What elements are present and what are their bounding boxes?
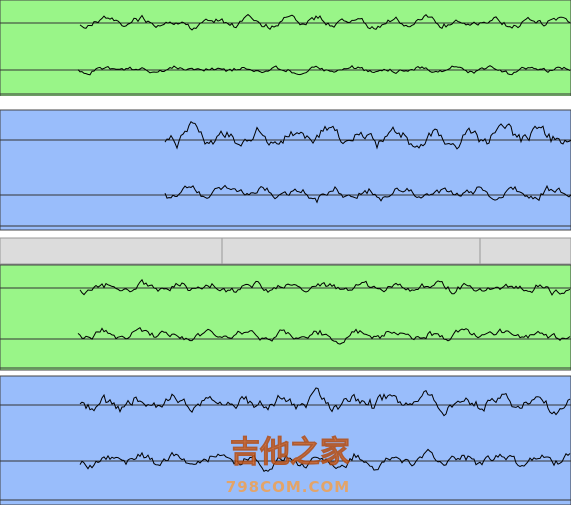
track-2[interactable] [0, 109, 571, 231]
timeline-bar[interactable] [0, 237, 571, 265]
watermark-subtitle: 798COM.COM [226, 478, 350, 496]
gap [0, 96, 571, 108]
waveform [164, 184, 571, 204]
track-3[interactable] [0, 264, 571, 371]
watermark-title: 吉他之家 [230, 435, 350, 470]
waveform [77, 327, 571, 345]
waveform [79, 387, 571, 417]
waveforms [77, 13, 571, 472]
waveform [77, 65, 571, 76]
waveform [164, 120, 571, 150]
track-4[interactable] [0, 375, 571, 505]
waveform [79, 278, 571, 296]
waveform [79, 13, 571, 31]
track-1[interactable] [0, 0, 571, 97]
waveform [79, 448, 571, 472]
